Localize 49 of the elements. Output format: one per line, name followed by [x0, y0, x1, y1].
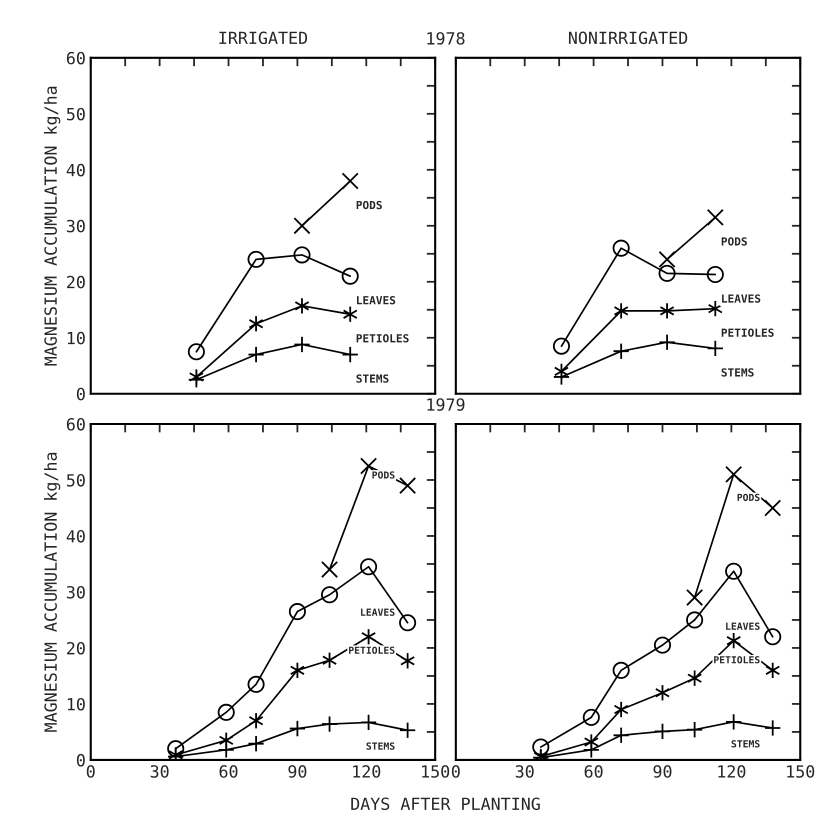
series-label: LEAVES	[361, 608, 395, 616]
series-label: STEMS	[356, 374, 389, 383]
series-label: LEAVES	[726, 622, 760, 630]
x-tick-label: 90	[653, 765, 672, 778]
chart-subtitle: 1979	[427, 398, 464, 411]
y-tick-label: 60	[66, 52, 85, 64]
series-label: LEAVES	[356, 296, 396, 304]
x-tick-label: 150	[422, 765, 450, 778]
x-axis-title: DAYS AFTER PLANTING	[351, 797, 540, 810]
y-axis-title: MAGNESIUM ACCUMULATION kg/ha	[44, 86, 60, 366]
series-label: STEMS	[366, 742, 395, 750]
x-tick-label: 30	[150, 765, 169, 778]
series-label: STEMS	[722, 368, 754, 377]
y-tick-label: 10	[68, 698, 85, 711]
chart-title: NONIRRIGATED	[568, 32, 688, 44]
x-tick-label: 60	[584, 765, 603, 778]
y-axis-title: MAGNESIUM ACCUMULATION kg/ha	[44, 452, 60, 732]
x-tick-label: 0	[86, 765, 95, 778]
series-label: PETIOLES	[722, 328, 774, 337]
x-tick-label: 120	[718, 765, 746, 778]
y-tick-label: 30	[66, 586, 85, 599]
y-tick-label: 10	[68, 332, 85, 344]
x-tick-label: 90	[288, 765, 306, 778]
y-tick-label: 20	[67, 642, 85, 655]
y-tick-label: 30	[66, 220, 85, 232]
y-tick-label: 0	[76, 388, 85, 400]
y-tick-label: 60	[66, 418, 85, 431]
x-tick-label: 60	[220, 765, 238, 778]
series-label: STEMS	[732, 740, 760, 748]
series-label: PODS	[372, 471, 395, 479]
series-label: PETIOLES	[356, 334, 409, 342]
x-tick-label: 30	[516, 765, 534, 778]
chart-title: IRRIGATED	[219, 32, 308, 44]
series-label: PODS	[722, 237, 747, 246]
x-tick-label: 150	[787, 765, 814, 778]
series-label: PETIOLES	[349, 646, 395, 654]
series-label: PODS	[356, 200, 382, 210]
y-tick-label: 50	[66, 474, 85, 487]
series-label: PODS	[738, 494, 760, 502]
series-label: PETIOLES	[714, 656, 760, 664]
x-tick-label: 120	[353, 765, 380, 778]
series-label: LEAVES	[722, 294, 760, 303]
y-tick-label: 40	[66, 164, 85, 176]
y-tick-label: 20	[67, 276, 85, 288]
y-tick-label: 50	[66, 108, 85, 120]
chart-subtitle: 1978	[427, 32, 465, 45]
y-tick-label: 40	[66, 530, 85, 543]
y-tick-label: 0	[76, 754, 85, 767]
x-tick-label: 0	[452, 765, 460, 778]
